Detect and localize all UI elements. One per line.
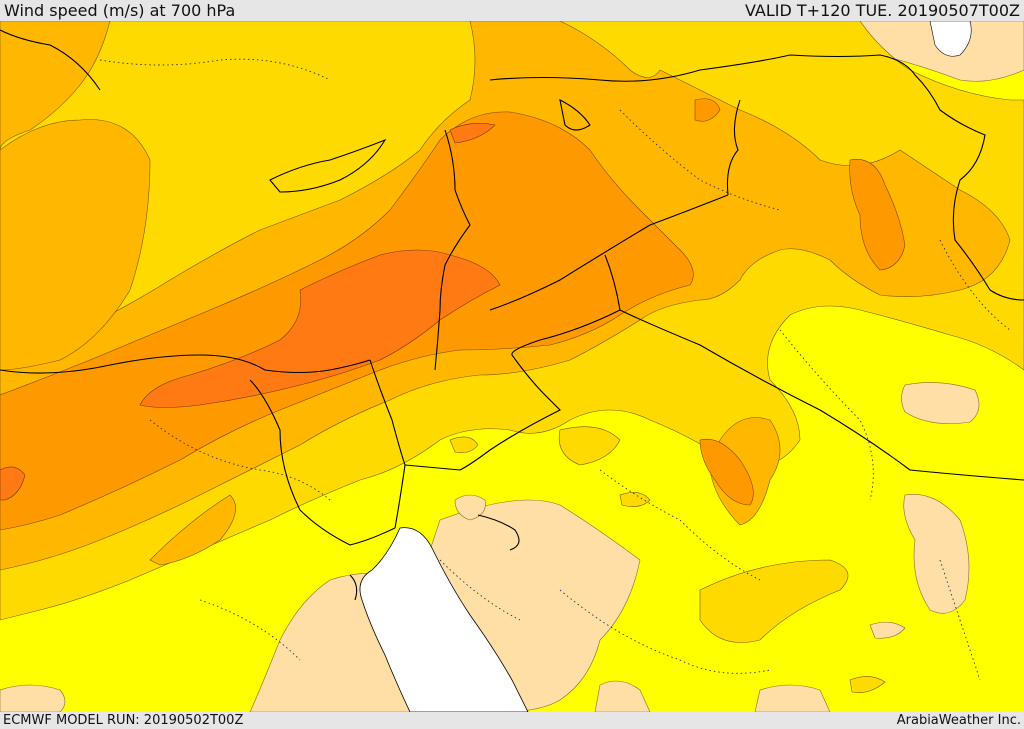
map-footer: ECMWF MODEL RUN: 20190502T00Z ArabiaWeat…	[0, 712, 1024, 729]
model-run-label: ECMWF MODEL RUN: 20190502T00Z	[3, 713, 244, 728]
map-canvas	[0, 21, 1024, 712]
sea-area-lake	[929, 21, 972, 57]
wind-speed-map[interactable]	[0, 21, 1024, 712]
band-dark-orange-regions	[0, 123, 501, 501]
map-title: Wind speed (m/s) at 700 hPa	[4, 1, 236, 20]
map-header: Wind speed (m/s) at 700 hPa VALID T+120 …	[0, 0, 1024, 21]
national-borders	[0, 29, 1024, 601]
internal-boundaries	[99, 58, 1011, 681]
valid-time: VALID T+120 TUE. 20190507T00Z	[744, 1, 1020, 20]
sea-area-red-sea	[359, 527, 529, 712]
credit-label: ArabiaWeather Inc.	[896, 713, 1021, 728]
